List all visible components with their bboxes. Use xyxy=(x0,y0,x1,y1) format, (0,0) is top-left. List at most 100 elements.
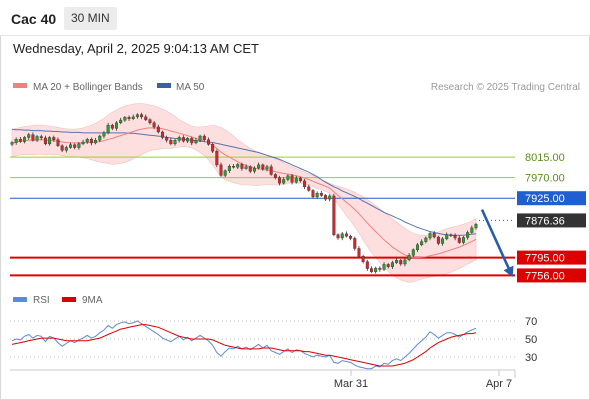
candle-body-45 xyxy=(198,135,202,141)
candle-body-6 xyxy=(35,136,39,141)
candle-body-81 xyxy=(349,235,353,239)
forecast-arrow-head xyxy=(503,265,514,278)
candle-body-33 xyxy=(148,119,152,124)
x-label-apr7: Apr 7 xyxy=(486,378,512,390)
last-price-label: 7876.36 xyxy=(525,215,565,227)
candle-body-0 xyxy=(10,142,14,145)
candle-body-10 xyxy=(52,137,56,140)
candle-body-53 xyxy=(232,166,236,168)
candle-body-108 xyxy=(461,237,465,243)
candle-body-35 xyxy=(156,126,160,133)
rsi-tick-50: 50 xyxy=(525,334,537,346)
ma50-legend-label: MA 50 xyxy=(176,82,205,93)
level-label-1: 7970.00 xyxy=(525,173,565,185)
candle-body-52 xyxy=(227,166,231,172)
candle-body-17 xyxy=(81,141,85,145)
candle-body-72 xyxy=(311,190,315,198)
last-price: 7876.36 xyxy=(479,213,586,228)
chart-header: Cac 40 30 MIN xyxy=(0,0,590,36)
candle-body-18 xyxy=(85,139,89,143)
candle-body-16 xyxy=(77,143,81,148)
level-box-2 xyxy=(517,191,586,206)
candle-body-103 xyxy=(441,238,445,244)
timestamp: Wednesday, April 2, 2025 9:04:13 AM CET xyxy=(13,41,259,56)
candle-body-47 xyxy=(206,139,210,145)
candle-body-26 xyxy=(119,119,123,124)
level-label-3: 7795.00 xyxy=(525,253,565,265)
candle-body-95 xyxy=(407,255,411,261)
candle-body-4 xyxy=(27,134,31,138)
rsi-tick-30: 30 xyxy=(525,352,537,364)
candle-body-20 xyxy=(94,139,98,144)
candle-body-63 xyxy=(273,174,277,178)
rsi-tick-70: 70 xyxy=(525,316,537,328)
ma20-line xyxy=(11,127,477,259)
candle-body-87 xyxy=(374,267,378,272)
research-credit: Research © 2025 Trading Central xyxy=(431,82,580,93)
instrument-name: Cac 40 xyxy=(11,11,57,27)
candle-body-60 xyxy=(261,164,265,170)
candle-body-39 xyxy=(173,139,177,145)
candle-body-55 xyxy=(240,164,244,169)
level-box-3 xyxy=(517,250,586,265)
candle-body-91 xyxy=(390,262,394,267)
level-label-0: 8015.00 xyxy=(525,152,565,164)
candle-body-15 xyxy=(73,144,77,148)
candle-body-9 xyxy=(48,137,52,145)
ma20-legend-swatch xyxy=(13,83,27,88)
candle-body-80 xyxy=(344,233,348,237)
bollinger-bands xyxy=(11,103,477,283)
candle-body-69 xyxy=(298,177,302,182)
candle-body-73 xyxy=(315,192,319,198)
candle-body-89 xyxy=(382,264,386,270)
x-label-mar31: Mar 31 xyxy=(334,378,368,390)
candle-body-34 xyxy=(152,122,156,128)
candle-body-58 xyxy=(252,167,256,172)
rsi-ma-legend-swatch xyxy=(62,297,76,302)
candle-body-28 xyxy=(127,117,131,119)
candle-body-110 xyxy=(470,227,474,233)
candle-body-84 xyxy=(361,256,365,262)
candle-body-82 xyxy=(353,238,357,249)
candle-body-25 xyxy=(115,122,119,129)
candle-body-109 xyxy=(466,232,470,238)
candle-body-76 xyxy=(328,195,332,200)
candle-body-79 xyxy=(340,233,344,239)
interval-button[interactable]: 30 MIN xyxy=(64,7,117,30)
candle-body-64 xyxy=(278,177,282,184)
candle-body-97 xyxy=(415,244,419,251)
candle-body-101 xyxy=(432,233,436,238)
candle-body-11 xyxy=(56,139,60,146)
last-price-box xyxy=(517,213,586,228)
candle-body-44 xyxy=(194,139,198,144)
candle-body-3 xyxy=(23,137,27,142)
candle-body-7 xyxy=(39,136,43,139)
candle-body-31 xyxy=(140,114,144,118)
candle-body-56 xyxy=(244,166,248,169)
candle-body-88 xyxy=(378,267,382,270)
candle-body-75 xyxy=(324,195,328,200)
candle-body-42 xyxy=(186,138,190,142)
candle-body-2 xyxy=(18,139,22,142)
rsi-legend-swatch xyxy=(13,297,27,302)
ma50-legend-swatch xyxy=(157,83,171,88)
candle-body-92 xyxy=(395,260,399,263)
moving-averages xyxy=(11,127,477,259)
candle-body-77 xyxy=(332,195,336,235)
rsi-ma-legend-label: 9MA xyxy=(82,295,103,306)
candle-body-32 xyxy=(144,116,148,120)
level-label-2: 7925.00 xyxy=(525,193,565,205)
candle-body-13 xyxy=(64,147,68,151)
candle-body-111 xyxy=(474,224,478,229)
candle-body-106 xyxy=(453,235,457,239)
rsi-line xyxy=(11,320,477,370)
candle-body-54 xyxy=(236,164,240,168)
candle-body-12 xyxy=(60,145,64,151)
candle-body-86 xyxy=(369,268,373,272)
candle-body-98 xyxy=(420,241,424,246)
candle-body-51 xyxy=(223,170,227,176)
candle-body-21 xyxy=(98,135,102,141)
candle-body-23 xyxy=(106,124,110,134)
candle-body-29 xyxy=(131,116,135,119)
